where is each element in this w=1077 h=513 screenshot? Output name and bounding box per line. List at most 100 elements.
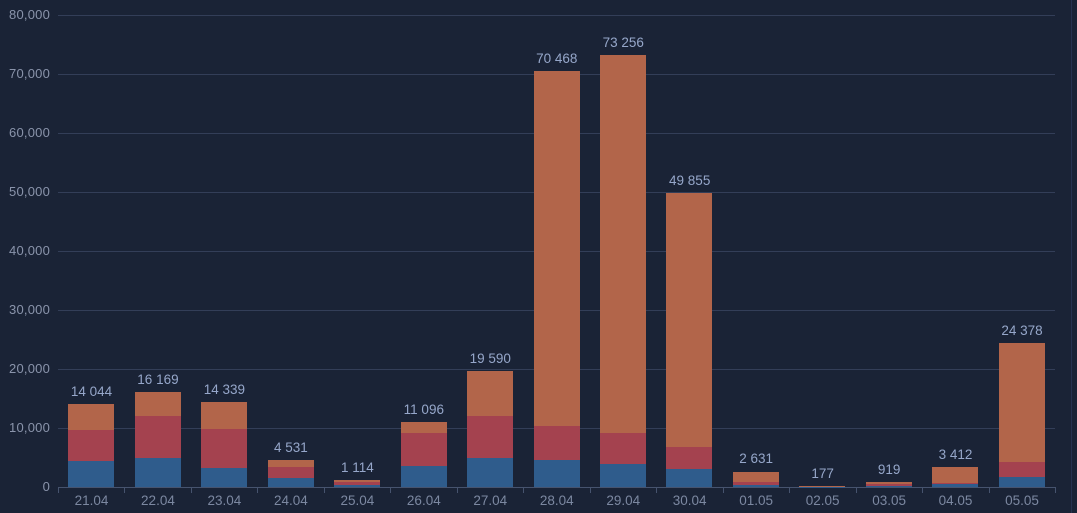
bar-segment-middle-red[interactable]	[599, 432, 646, 465]
bar-segment-top-orange[interactable]	[998, 343, 1045, 463]
y-axis-tick-label: 10,000	[9, 420, 50, 435]
bar-27.04	[467, 371, 514, 487]
x-axis-tick	[589, 487, 591, 493]
bar-segment-top-orange[interactable]	[932, 466, 979, 483]
x-axis-label: 25.04	[340, 493, 375, 508]
bar-segment-bottom-blue[interactable]	[68, 460, 115, 487]
x-axis-tick	[257, 487, 259, 493]
x-axis-label: 03.05	[872, 493, 906, 508]
x-axis-tick	[988, 487, 990, 493]
y-gridline	[58, 15, 1055, 16]
bar-segment-bottom-blue[interactable]	[599, 464, 646, 487]
bar-segment-bottom-blue[interactable]	[998, 477, 1045, 487]
x-axis-tick	[656, 487, 658, 493]
bar-value-label: 919	[877, 461, 901, 477]
x-axis-label: 01.05	[739, 493, 774, 508]
bar-segment-bottom-blue[interactable]	[932, 483, 979, 487]
bar-value-label: 14 339	[203, 382, 246, 398]
bar-21.04	[68, 404, 115, 487]
bar-02.05	[799, 485, 846, 487]
bar-segment-top-orange[interactable]	[666, 192, 713, 447]
x-axis-label: 22.04	[141, 493, 175, 508]
y-axis-tick-label: 60,000	[9, 125, 50, 140]
bar-segment-bottom-blue[interactable]	[134, 457, 181, 487]
bar-segment-middle-red[interactable]	[400, 432, 447, 467]
y-axis-tick-label: 30,000	[9, 302, 50, 317]
x-axis-label: 29.04	[606, 493, 641, 508]
bar-value-label: 2 631	[739, 451, 774, 467]
x-axis-tick	[722, 487, 724, 493]
x-axis-tick	[855, 487, 857, 493]
x-axis-label: 21.04	[74, 493, 109, 508]
bar-value-label: 70 468	[536, 51, 578, 67]
bar-segment-top-orange[interactable]	[68, 404, 115, 430]
x-axis-label: 02.05	[805, 493, 840, 508]
x-axis-tick	[190, 487, 192, 493]
bar-segment-middle-red[interactable]	[134, 415, 181, 458]
bar-segment-middle-red[interactable]	[68, 429, 115, 461]
x-axis-label: 05.05	[1005, 493, 1039, 508]
bar-segment-middle-red[interactable]	[932, 482, 979, 484]
bar-segment-top-orange[interactable]	[334, 480, 381, 483]
bar-segment-top-orange[interactable]	[865, 481, 912, 484]
bar-segment-top-orange[interactable]	[201, 402, 248, 429]
bar-segment-middle-red[interactable]	[334, 482, 381, 485]
bar-03.05	[865, 481, 912, 487]
bar-26.04	[400, 421, 447, 487]
bar-segment-bottom-blue[interactable]	[732, 485, 779, 487]
bar-value-label: 177	[811, 465, 834, 481]
y-axis-tick-label: 0	[42, 479, 50, 494]
right-edge-divider	[1071, 0, 1072, 513]
bar-29.04	[599, 54, 646, 487]
x-axis-label: 24.04	[273, 493, 308, 508]
y-axis-tick-label: 80,000	[9, 7, 50, 22]
bar-segment-middle-red[interactable]	[201, 428, 248, 468]
bar-segment-top-orange[interactable]	[732, 471, 779, 482]
bar-segment-top-orange[interactable]	[799, 485, 846, 487]
bar-value-label: 24 378	[1001, 323, 1043, 339]
bar-segment-bottom-blue[interactable]	[201, 467, 248, 487]
x-axis-tick	[323, 487, 325, 493]
bar-segment-top-orange[interactable]	[599, 54, 646, 433]
bar-segment-middle-red[interactable]	[732, 482, 779, 486]
bar-segment-bottom-blue[interactable]	[267, 478, 314, 487]
bar-segment-middle-red[interactable]	[865, 483, 912, 487]
bar-28.04	[533, 71, 580, 487]
x-axis-tick	[922, 487, 924, 493]
x-axis-label: 04.05	[938, 493, 973, 508]
x-axis-label: 23.04	[207, 493, 242, 508]
bar-segment-bottom-blue[interactable]	[865, 486, 912, 487]
x-axis-tick	[523, 487, 525, 493]
x-axis-label: 28.04	[539, 493, 574, 508]
bar-segment-bottom-blue[interactable]	[467, 458, 514, 487]
bar-04.05	[932, 466, 979, 487]
y-axis-tick-label: 70,000	[9, 66, 50, 81]
bar-24.04	[267, 460, 314, 487]
bar-value-label: 11 096	[403, 401, 444, 417]
bar-segment-bottom-blue[interactable]	[666, 468, 713, 487]
bar-segment-bottom-blue[interactable]	[533, 460, 580, 487]
bar-segment-middle-red[interactable]	[666, 446, 713, 469]
bar-segment-top-orange[interactable]	[533, 71, 580, 426]
bar-23.04	[201, 402, 248, 487]
bar-22.04	[134, 391, 181, 487]
bar-segment-bottom-blue[interactable]	[400, 466, 447, 487]
bar-30.04	[666, 192, 713, 487]
y-axis-tick-label: 20,000	[9, 361, 50, 376]
bar-segment-top-orange[interactable]	[400, 421, 447, 433]
bar-value-label: 16 169	[137, 371, 179, 387]
x-axis-tick	[1055, 487, 1056, 493]
x-axis-tick	[456, 487, 458, 493]
bar-value-label: 73 256	[602, 34, 644, 50]
bar-segment-middle-red[interactable]	[533, 425, 580, 461]
bar-segment-top-orange[interactable]	[467, 371, 514, 416]
bar-05.05	[998, 343, 1045, 487]
x-axis-tick	[124, 487, 126, 493]
bar-segment-middle-red[interactable]	[467, 415, 514, 459]
bar-segment-middle-red[interactable]	[267, 467, 314, 479]
bar-segment-middle-red[interactable]	[998, 462, 1045, 478]
bar-segment-top-orange[interactable]	[134, 391, 181, 416]
x-axis-tick	[58, 487, 59, 493]
bar-segment-bottom-blue[interactable]	[334, 484, 381, 487]
bar-segment-top-orange[interactable]	[267, 460, 314, 468]
